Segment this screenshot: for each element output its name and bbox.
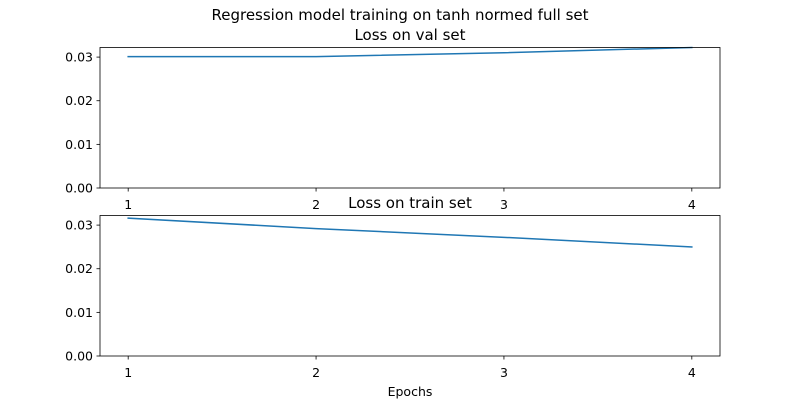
train-loss-y-tick-label: 0.03 — [65, 218, 93, 233]
val-loss-subplot: Loss on val set 0.00 0.01 0.02 0.03 1 2 3 4 — [65, 26, 721, 212]
train-loss-subplot: Loss on train set 0.00 0.01 0.02 0.03 1 2 3 4 E… — [65, 194, 721, 399]
val-loss-x-tick-label: 3 — [500, 197, 508, 212]
val-loss-y-tick-label: 0.01 — [65, 137, 93, 152]
val-loss-x-tick-label: 1 — [124, 197, 132, 212]
val-loss-ticks: 0.00 0.01 0.02 0.03 1 2 3 4 — [65, 50, 696, 212]
val-loss-y-tick-label: 0.00 — [65, 181, 93, 196]
train-loss-axes-frame — [99, 215, 721, 357]
val-loss-axes-frame — [99, 47, 721, 189]
train-loss-series — [127, 217, 693, 248]
train-loss-series-line — [127, 217, 693, 248]
figure-suptitle: Regression model training on tanh normed… — [211, 6, 588, 24]
val-loss-series — [127, 46, 693, 58]
val-loss-y-tick-label: 0.02 — [65, 93, 93, 108]
train-loss-x-tick-label: 3 — [500, 365, 508, 380]
val-loss-title: Loss on val set — [354, 26, 465, 44]
train-loss-x-tick-label: 2 — [312, 365, 320, 380]
train-loss-y-tick-label: 0.02 — [65, 261, 93, 276]
train-loss-x-tick-label: 4 — [688, 365, 696, 380]
train-loss-title: Loss on train set — [348, 194, 472, 212]
train-loss-y-tick-label: 0.01 — [65, 305, 93, 320]
train-loss-x-tick-label: 1 — [124, 365, 132, 380]
val-loss-series-line — [127, 46, 693, 58]
val-loss-x-tick-label: 4 — [688, 197, 696, 212]
x-axis-label: Epochs — [388, 384, 433, 399]
train-loss-ticks: 0.00 0.01 0.02 0.03 1 2 3 4 — [65, 218, 696, 380]
val-loss-x-tick-label: 2 — [312, 197, 320, 212]
train-loss-y-tick-label: 0.00 — [65, 349, 93, 364]
val-loss-y-tick-label: 0.03 — [65, 50, 93, 65]
